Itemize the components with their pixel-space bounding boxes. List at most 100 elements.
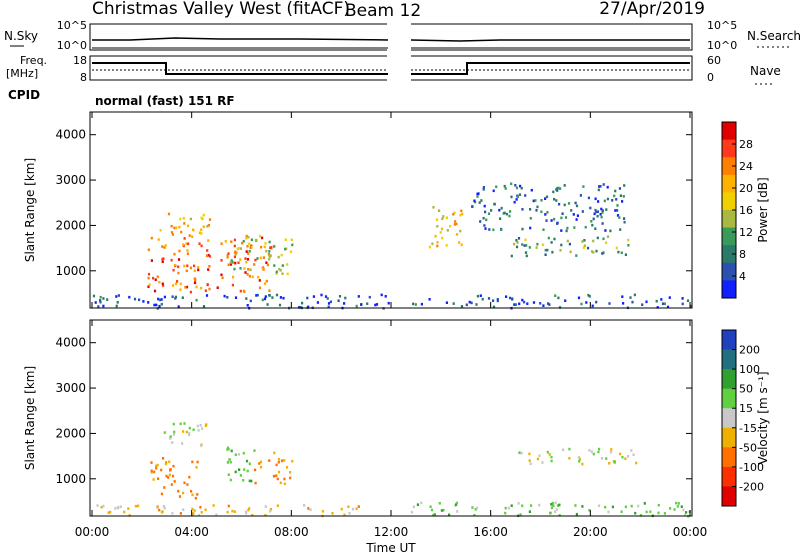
data-cell [684,513,687,517]
data-cell [268,289,271,292]
data-cell [605,241,608,244]
data-cell [366,302,369,305]
power-colorbar-swatch [722,262,736,281]
data-cell [449,224,452,228]
data-cell [594,208,597,212]
data-cell [169,468,172,472]
data-cell [208,287,211,291]
data-cell [517,237,521,240]
data-cell [482,186,485,189]
data-cell [268,250,271,253]
data-cell [254,238,258,242]
data-cell [550,503,553,506]
power-colorbar-tick-label: 12 [739,226,753,239]
data-cell [438,502,441,505]
data-cell [248,249,251,253]
data-cell [202,225,205,228]
data-cell [613,461,616,464]
data-cell [246,258,250,261]
data-cell [574,201,577,205]
data-cell [563,184,566,187]
data-cell [249,268,252,272]
data-cell [554,294,557,297]
data-cell [649,510,652,513]
data-cell [689,304,692,308]
data-cell [243,267,246,270]
data-cell [273,245,276,248]
data-cell [529,226,532,230]
beam-label: Beam 12 [345,1,421,21]
data-cell [92,294,96,298]
data-cell [117,294,120,297]
data-cell [162,257,165,260]
data-cell [435,218,439,221]
freq-tick-top: 18 [73,54,87,67]
velocity-colorbar-tick-label: -15 [739,422,757,435]
data-cell [250,244,253,248]
data-cell [301,301,304,305]
data-cell [172,464,175,468]
data-cell [169,437,172,440]
data-cell [655,299,658,303]
data-cell [454,220,457,223]
data-cell [493,202,496,206]
data-cell [459,229,462,233]
data-cell [557,186,560,190]
power-panel: 4000 3000 2000 1000 Slant Range [km] [23,111,693,310]
data-cell [277,460,280,464]
data-cell [541,243,545,247]
data-cell [434,234,437,238]
data-cell [163,431,166,434]
data-cell [153,303,156,307]
data-cell [588,449,591,452]
data-cell [150,259,153,262]
data-cell [275,474,278,477]
data-cell [258,286,262,290]
data-cell [432,206,435,209]
data-cell [601,211,604,214]
data-cell [265,279,268,283]
cpid-label: CPID [8,88,40,102]
data-cell [541,461,544,464]
data-cell [602,251,605,254]
x-tick-label: 04:00 [174,525,209,539]
data-cell [221,276,224,280]
data-cell [263,245,266,249]
data-cell [188,433,191,437]
data-cell [624,253,627,256]
data-cell [254,468,257,472]
data-cell [331,512,334,515]
nsky-tick-bottom: 10^0 [57,39,87,52]
data-cell [234,470,237,474]
data-cell [160,302,163,306]
data-cell [558,514,561,517]
data-cell [102,504,105,508]
data-cell [179,217,182,221]
data-cell [375,303,379,306]
data-cell [239,474,242,477]
data-cell [233,255,236,259]
data-cell [278,303,282,307]
data-cell [177,271,180,275]
data-cell [226,296,229,299]
data-cell [490,209,493,212]
data-cell [552,504,555,508]
data-cell [205,254,208,258]
data-cell [254,481,257,485]
data-cell [601,209,604,212]
data-cell [226,255,229,259]
velocity-colorbar-tick-label: -100 [739,461,764,474]
freq-label-2: [MHz] [6,67,38,80]
data-cell [114,507,117,510]
power-colorbar-label: Power [dB] [756,177,770,242]
data-cell [137,504,140,508]
velocity-colorbar-tick-label: 200 [739,344,760,357]
data-cell [194,278,197,282]
data-cell [482,188,485,191]
x-axis-label: Time UT [365,541,416,554]
data-cell [200,232,203,235]
data-cell [163,506,166,510]
data-cell [200,244,203,248]
data-cell [247,508,250,512]
data-cell [608,302,611,305]
